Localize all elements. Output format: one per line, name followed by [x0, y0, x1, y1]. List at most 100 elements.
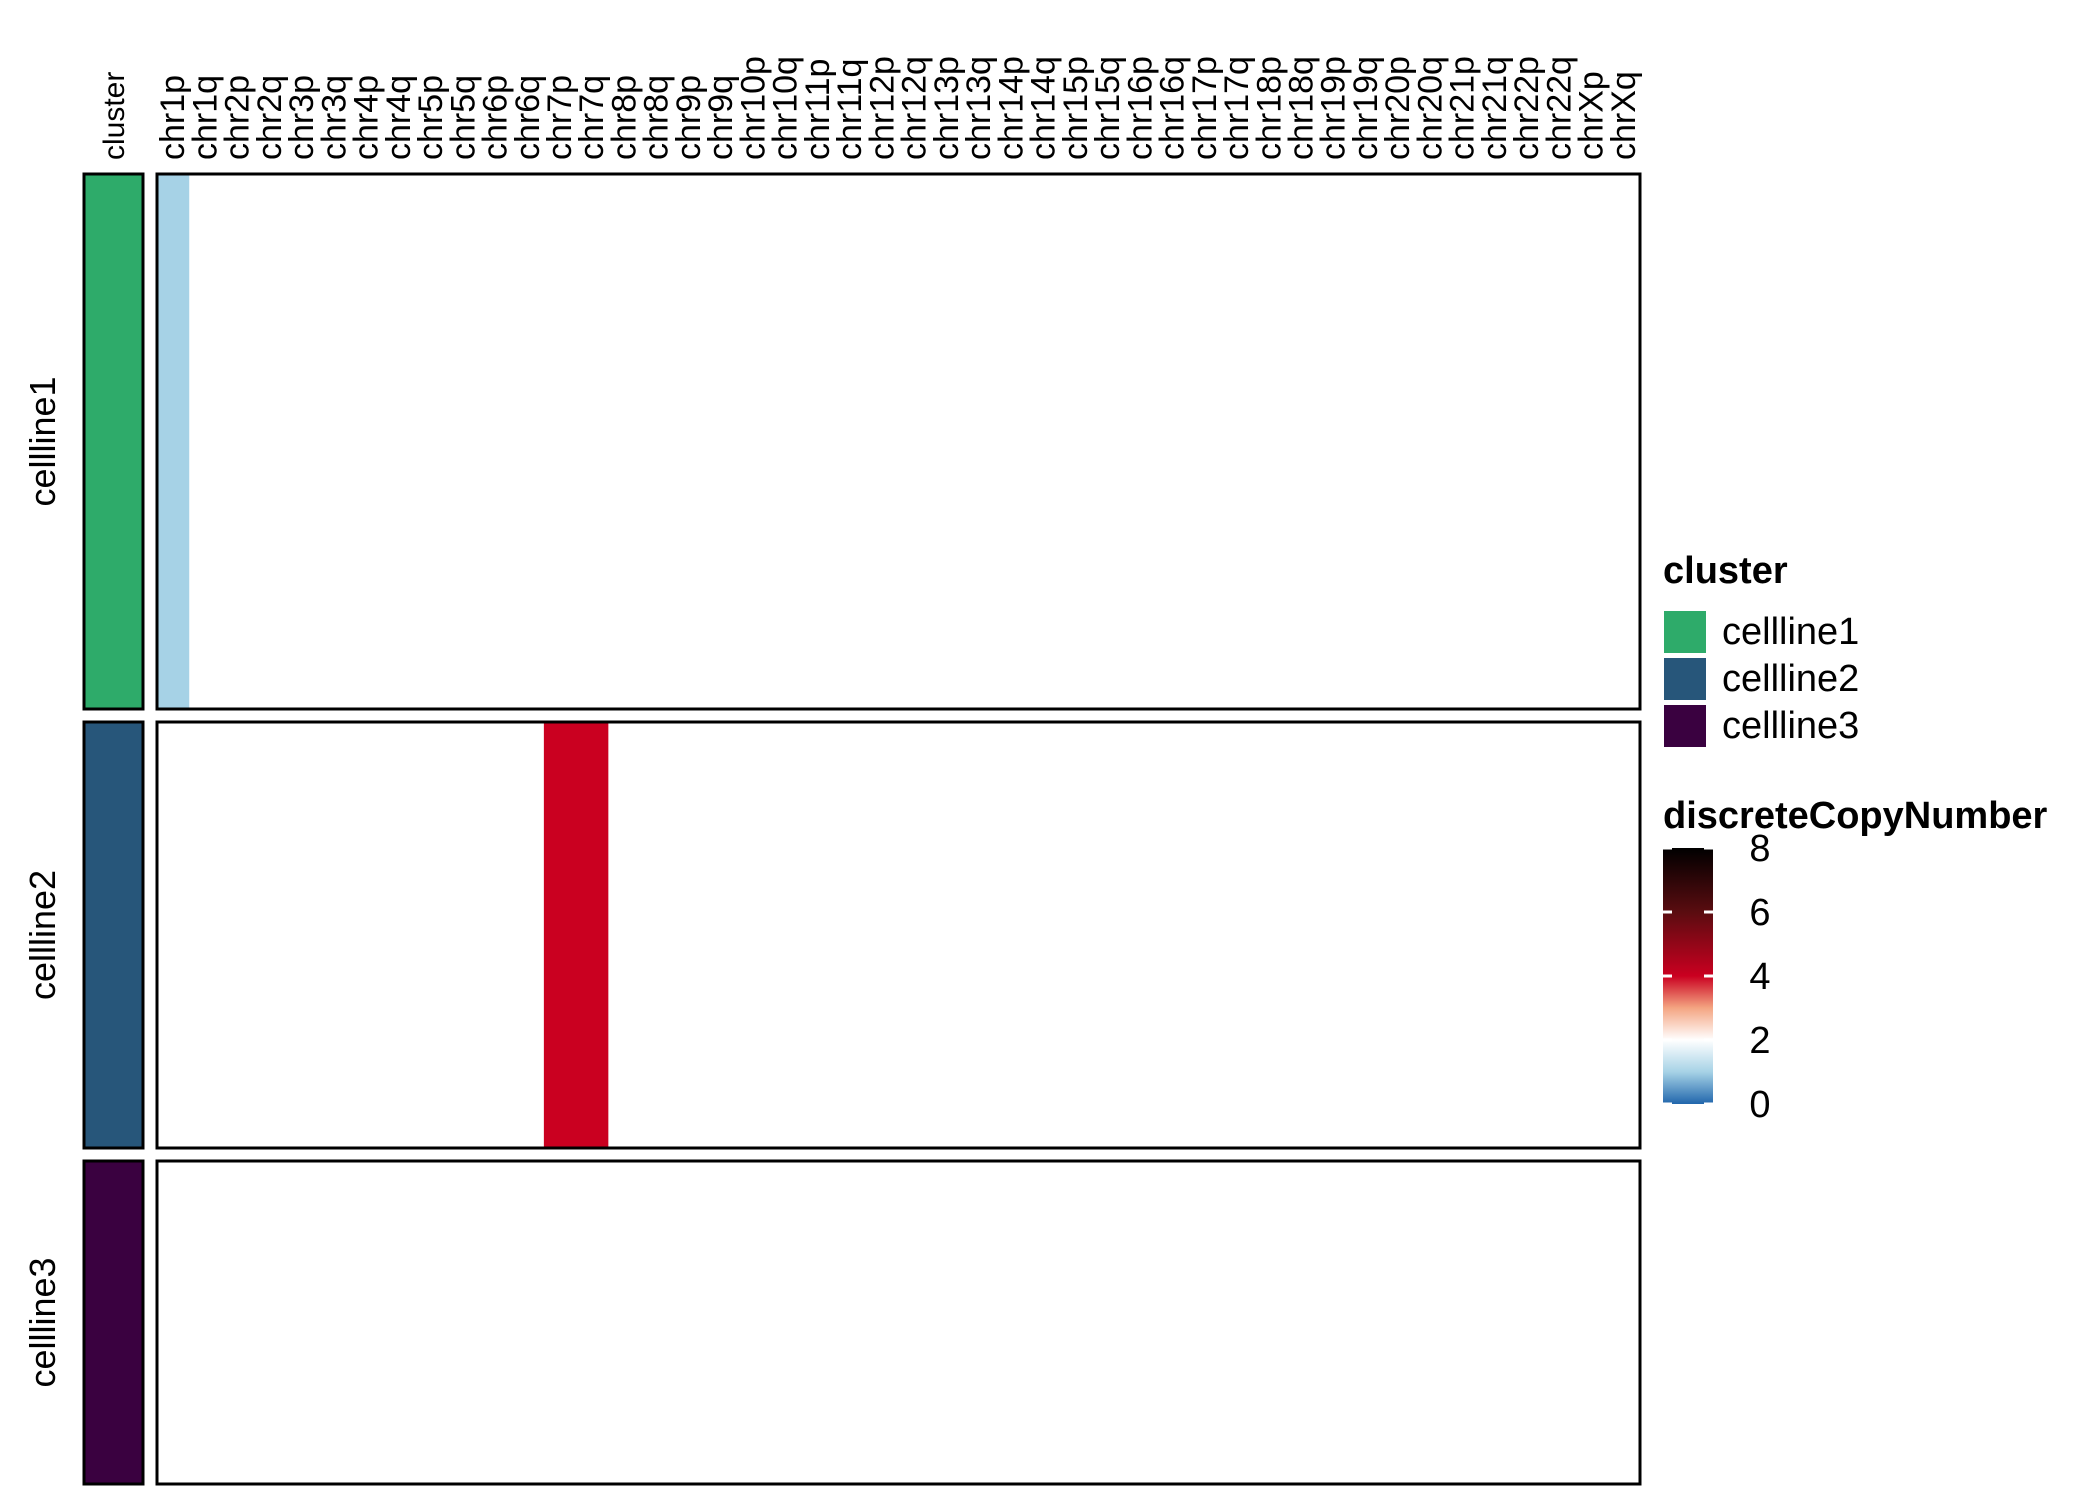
- legend-swatch: [1662, 609, 1708, 655]
- heatmap-cell: [834, 722, 867, 1148]
- heatmap-cell: [1285, 1161, 1319, 1484]
- column-label: chr16p: [1121, 56, 1159, 160]
- heatmap-cell: [995, 174, 1029, 709]
- heatmap-cell: [221, 174, 255, 709]
- heatmap-slice-border: [155, 172, 1642, 711]
- column-label: chr15q: [1089, 56, 1127, 160]
- heatmap-cell: [608, 1161, 642, 1484]
- heatmap-cell: [930, 174, 964, 709]
- column-label: chr8q: [638, 75, 676, 160]
- heatmap-cell: [382, 722, 416, 1148]
- heatmap-cell: [898, 174, 932, 709]
- column-label: chr13q: [960, 56, 998, 160]
- heatmap-cell: [382, 1161, 416, 1484]
- heatmap-cell: [1349, 722, 1383, 1148]
- heatmap-cell: [769, 722, 803, 1148]
- heatmap-cell: [1478, 1161, 1512, 1484]
- heatmap-cell: [1382, 1161, 1415, 1484]
- color-scale-tick-label: 0: [1749, 1084, 1770, 1126]
- heatmap-cell: [1124, 1161, 1158, 1484]
- heatmap-cell: [866, 174, 900, 709]
- column-label: chr21p: [1444, 56, 1482, 160]
- heatmap-frames: [155, 172, 1642, 1486]
- color-scale-tick-label: 6: [1749, 892, 1770, 934]
- heatmap-cell: [318, 174, 352, 709]
- heatmap-cell: [866, 722, 900, 1148]
- heatmap-cell: [1575, 1161, 1609, 1484]
- color-scale-tick-label: 4: [1749, 956, 1770, 998]
- heatmap-cell: [834, 1161, 867, 1484]
- heatmap-cell: [866, 1161, 900, 1484]
- heatmap-cell: [1543, 722, 1577, 1148]
- heatmap-cell: [1575, 722, 1609, 1148]
- column-label: chr20q: [1411, 56, 1449, 160]
- heatmap-cell: [511, 722, 545, 1148]
- column-label: chr16q: [1154, 56, 1192, 160]
- heatmap-cell: [1317, 722, 1351, 1148]
- column-label: chr4q: [380, 75, 418, 160]
- heatmap-cell: [576, 1161, 609, 1484]
- column-label: chrXp: [1573, 71, 1611, 160]
- heatmap-cell: [1188, 1161, 1222, 1484]
- column-label: chr19p: [1315, 56, 1353, 160]
- column-label: chr22p: [1508, 56, 1546, 160]
- cluster-annotation-cell: [82, 1159, 145, 1486]
- heatmap-cell: [350, 174, 384, 709]
- column-label: chr14q: [1025, 56, 1063, 160]
- column-label: chrXq: [1605, 71, 1643, 160]
- heatmap-cell: [995, 722, 1029, 1148]
- column-label: chr13p: [928, 56, 966, 160]
- column-label: chr3q: [315, 75, 353, 160]
- heatmap-cell: [608, 722, 642, 1148]
- heatmap-cell: [672, 1161, 706, 1484]
- column-label: chr12p: [863, 56, 901, 160]
- heatmap-cell: [1220, 722, 1254, 1148]
- heatmap-cell: [1253, 722, 1286, 1148]
- column-label: chr15p: [1057, 56, 1095, 160]
- heatmap-cell: [1220, 1161, 1254, 1484]
- column-label: chr3p: [283, 75, 321, 160]
- column-label: chr7p: [541, 75, 579, 160]
- heatmap-cell: [318, 1161, 352, 1484]
- row-label: cellline1: [22, 376, 63, 506]
- heatmap-cell: [189, 174, 223, 709]
- column-label: chr20p: [1379, 56, 1417, 160]
- column-label: chr17q: [1218, 56, 1256, 160]
- heatmap-cell: [1091, 174, 1125, 709]
- heatmap-cell: [1478, 722, 1512, 1148]
- heatmap-cell: [801, 174, 835, 709]
- heatmap-cell: [1511, 722, 1544, 1148]
- copy-number-legend: 0 2 4 6 8: [1663, 828, 1771, 1126]
- heatmap-cell: [1511, 174, 1544, 709]
- heatmap-cell: [769, 1161, 803, 1484]
- column-label: chr19q: [1347, 56, 1385, 160]
- column-label: chr2q: [251, 75, 289, 160]
- heatmap-cell: [1317, 174, 1351, 709]
- heatmap-cell: [930, 1161, 964, 1484]
- heatmap-cell: [414, 722, 448, 1148]
- heatmap-cell: [479, 1161, 513, 1484]
- heatmap-slice-border: [155, 720, 1642, 1150]
- heatmap-cell: [1446, 174, 1480, 709]
- column-label: chr1p: [154, 75, 192, 160]
- heatmap-cell: [447, 722, 480, 1148]
- heatmap-cell: [1414, 1161, 1448, 1484]
- column-label: chr14p: [992, 56, 1030, 160]
- heatmap-cell: [1543, 1161, 1577, 1484]
- heatmap-cell: [479, 174, 513, 709]
- heatmap-cell: [640, 1161, 674, 1484]
- heatmap-cell: [1124, 174, 1158, 709]
- row-label: cellline2: [22, 870, 63, 1000]
- column-label: chr7q: [573, 75, 611, 160]
- heatmap-cell: [285, 1161, 319, 1484]
- legend-label: cellline3: [1722, 705, 1859, 747]
- column-labels: chr1pchr1qchr2pchr2qchr3pchr3qchr4pchr4q…: [154, 56, 1643, 160]
- heatmap-cell: [447, 174, 480, 709]
- heatmap-cell: [576, 174, 609, 709]
- column-label: chr10p: [734, 56, 772, 160]
- heatmap-cell: [511, 1161, 545, 1484]
- heatmap-cell: [801, 722, 835, 1148]
- heatmap-cell: [1156, 174, 1190, 709]
- color-scale-tick-label: 2: [1749, 1020, 1770, 1062]
